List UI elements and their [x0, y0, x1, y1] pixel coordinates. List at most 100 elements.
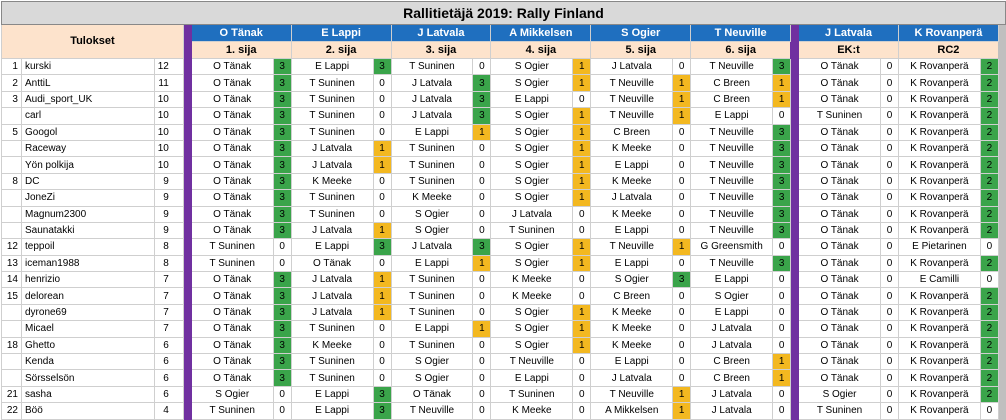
pick-points: 0 — [879, 107, 899, 125]
pick-points: 3 — [472, 107, 492, 125]
pick-points: 1 — [672, 385, 692, 404]
separator-purple — [182, 369, 192, 387]
pick-points: 0 — [372, 353, 392, 371]
pick-driver: S Ogier — [590, 271, 674, 289]
pick-driver: T Suninen — [290, 320, 374, 338]
pick-points: 0 — [372, 90, 392, 109]
player-name: Raceway — [20, 139, 155, 158]
pick-driver: K Meeke — [290, 336, 374, 355]
column-driver-header: O Tänak — [190, 24, 292, 42]
total-points: 9 — [153, 205, 184, 223]
table-row: 18 Ghetto 6 O Tänak 3 K Meeke 0 T Suninen 0 S Ogi… — [1, 336, 1006, 355]
separator-purple — [182, 254, 192, 273]
total-points: 10 — [153, 107, 184, 125]
player-name: kurski — [20, 57, 155, 76]
separator-purple — [790, 221, 800, 240]
pick-driver: O Tänak — [798, 74, 881, 92]
total-points: 8 — [153, 254, 184, 273]
separator-purple — [182, 238, 192, 256]
pick-points: 2 — [979, 336, 999, 355]
pick-points: 0 — [879, 221, 899, 240]
pick-points: 0 — [772, 320, 792, 338]
pick-driver: K Rovanperä — [897, 221, 981, 240]
column-driver-header: J Latvala — [390, 24, 492, 42]
pick-points: 1 — [772, 353, 792, 371]
total-points: 6 — [153, 336, 184, 355]
pick-driver: S Ogier — [490, 254, 574, 273]
pick-points: 1 — [772, 369, 792, 387]
pick-points: 0 — [772, 271, 792, 289]
pick-driver: T Neuville — [690, 57, 774, 76]
rank-cell — [1, 320, 22, 338]
pick-points: 0 — [672, 369, 692, 387]
pick-points: 0 — [772, 107, 792, 125]
pick-driver: K Rovanperä — [897, 402, 981, 420]
pick-points: 0 — [472, 385, 492, 404]
table-row: Kenda 6 O Tänak 3 T Suninen 0 S Ogier 0 T Neuvil… — [1, 353, 1006, 371]
rank-cell: 1 — [1, 57, 22, 76]
table-row: Raceway 10 O Tänak 3 J Latvala 1 T Suninen 0 S O… — [1, 139, 1006, 158]
pick-points: 0 — [472, 172, 492, 191]
pick-driver: T Neuville — [690, 254, 774, 273]
pick-driver: T Suninen — [390, 303, 474, 322]
pick-driver: K Rovanperä — [897, 90, 981, 109]
player-name: henrizio — [20, 271, 155, 289]
pick-driver: O Tänak — [190, 123, 274, 141]
pick-driver: O Tänak — [798, 369, 881, 387]
separator-purple — [182, 156, 192, 174]
pick-driver: O Tänak — [190, 369, 274, 387]
pick-driver: O Tänak — [798, 303, 881, 322]
separator-purple — [182, 402, 192, 420]
pick-points: 0 — [472, 369, 492, 387]
total-points: 8 — [153, 238, 184, 256]
pick-driver: K Rovanperä — [897, 205, 981, 223]
pick-points: 3 — [272, 189, 292, 207]
total-points: 11 — [153, 74, 184, 92]
scroll-gutter — [997, 74, 1006, 92]
pick-points: 0 — [672, 189, 692, 207]
table-row: 5 Googol 10 O Tänak 3 T Suninen 0 E Lappi 1 S Ogi… — [1, 123, 1006, 141]
separator-purple — [790, 385, 800, 404]
pick-points: 0 — [979, 238, 999, 256]
pick-points: 2 — [979, 369, 999, 387]
total-points: 9 — [153, 221, 184, 240]
pick-driver: J Latvala — [690, 402, 774, 420]
pick-driver: K Meeke — [490, 287, 574, 305]
pick-driver: T Suninen — [190, 254, 274, 273]
pick-points: 1 — [672, 402, 692, 420]
player-name: delorean — [20, 287, 155, 305]
pick-driver: S Ogier — [490, 74, 574, 92]
pick-driver: O Tänak — [798, 123, 881, 141]
pick-driver: T Neuville — [390, 402, 474, 420]
pick-points: 0 — [672, 205, 692, 223]
pick-driver: E Lappi — [590, 221, 674, 240]
pick-driver: T Neuville — [590, 238, 674, 256]
total-points: 6 — [153, 369, 184, 387]
separator-purple — [182, 123, 192, 141]
pick-driver: E Lappi — [390, 320, 474, 338]
pick-points: 0 — [372, 74, 392, 92]
pick-driver: J Latvala — [290, 271, 374, 289]
pick-driver: O Tänak — [390, 385, 474, 404]
pick-points: 3 — [772, 254, 792, 273]
scroll-gutter — [997, 24, 1006, 59]
pick-driver: K Rovanperä — [897, 74, 981, 92]
column-driver-header: A Mikkelsen — [490, 24, 592, 42]
pick-points: 1 — [572, 189, 592, 207]
pick-points: 0 — [472, 156, 492, 174]
pick-points: 0 — [672, 254, 692, 273]
pick-driver: K Rovanperä — [897, 107, 981, 125]
pick-points: 0 — [672, 139, 692, 158]
pick-driver: T Suninen — [390, 156, 474, 174]
column-driver-header: T Neuville — [690, 24, 792, 42]
pick-driver: T Suninen — [798, 402, 881, 420]
pick-driver: J Latvala — [290, 139, 374, 158]
pick-driver: T Suninen — [390, 57, 474, 76]
player-name: JoneZi — [20, 189, 155, 207]
pick-driver: T Suninen — [390, 139, 474, 158]
rank-cell — [1, 107, 22, 125]
pick-driver: O Tänak — [798, 90, 881, 109]
total-points: 9 — [153, 172, 184, 191]
table-row: Micael 7 O Tänak 3 T Suninen 0 E Lappi 1 S Ogier… — [1, 320, 1006, 338]
table-row: 15 delorean 7 O Tänak 3 J Latvala 1 T Suninen 0 K… — [1, 287, 1006, 305]
